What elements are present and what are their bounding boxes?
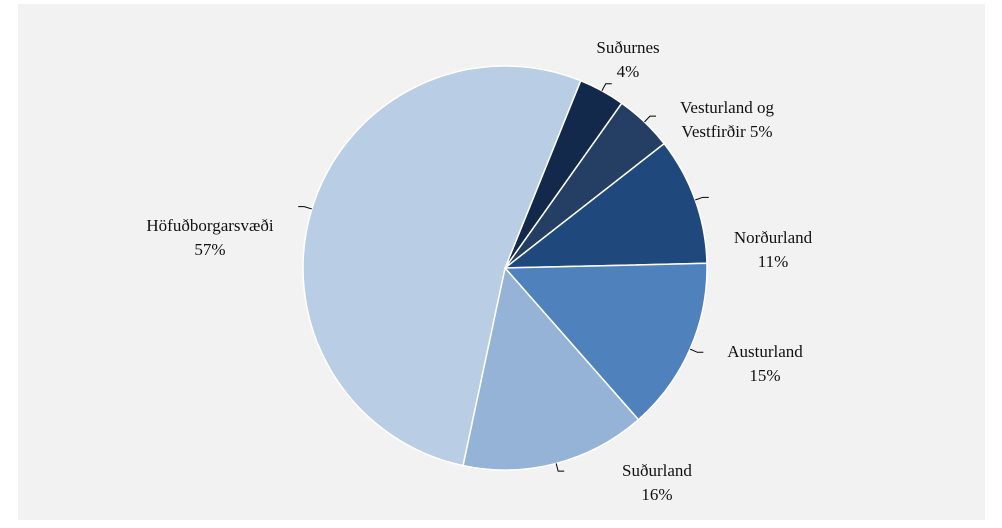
category-label: Suðurland [622,461,692,480]
leader-line [644,115,656,123]
category-label: Vesturland og Vestfirðir [680,98,774,141]
leader-line [695,196,709,201]
value-label: 5% [749,122,773,141]
category-label: Höfuðborgarsvæði [146,216,274,235]
data-label: Norðurland 11% [713,226,833,274]
pie-slice [502,142,708,269]
value-label: 16% [641,485,673,504]
pie-slice [503,262,708,421]
category-label: Norðurland [733,228,813,247]
pie-slice [302,65,582,467]
leader-line [298,206,312,210]
data-label: Suðurland 16% [597,459,717,507]
data-label: Vesturland og Vestfirðir 5% [652,96,802,144]
leader-line [689,348,704,353]
category-label: Austurland [727,342,803,361]
data-label: Suðurnes 4% [568,36,688,84]
value-label: 15% [749,366,781,385]
data-label: Höfuðborgarsvæði 57% [110,214,310,262]
category-label: Suðurnes [596,38,660,57]
value-label: 11% [757,252,789,271]
data-label: Austurland 15% [705,340,825,388]
value-label: 4% [616,62,640,81]
leader-line [555,463,565,472]
leader-line [601,83,612,91]
value-label: 57% [194,240,226,259]
